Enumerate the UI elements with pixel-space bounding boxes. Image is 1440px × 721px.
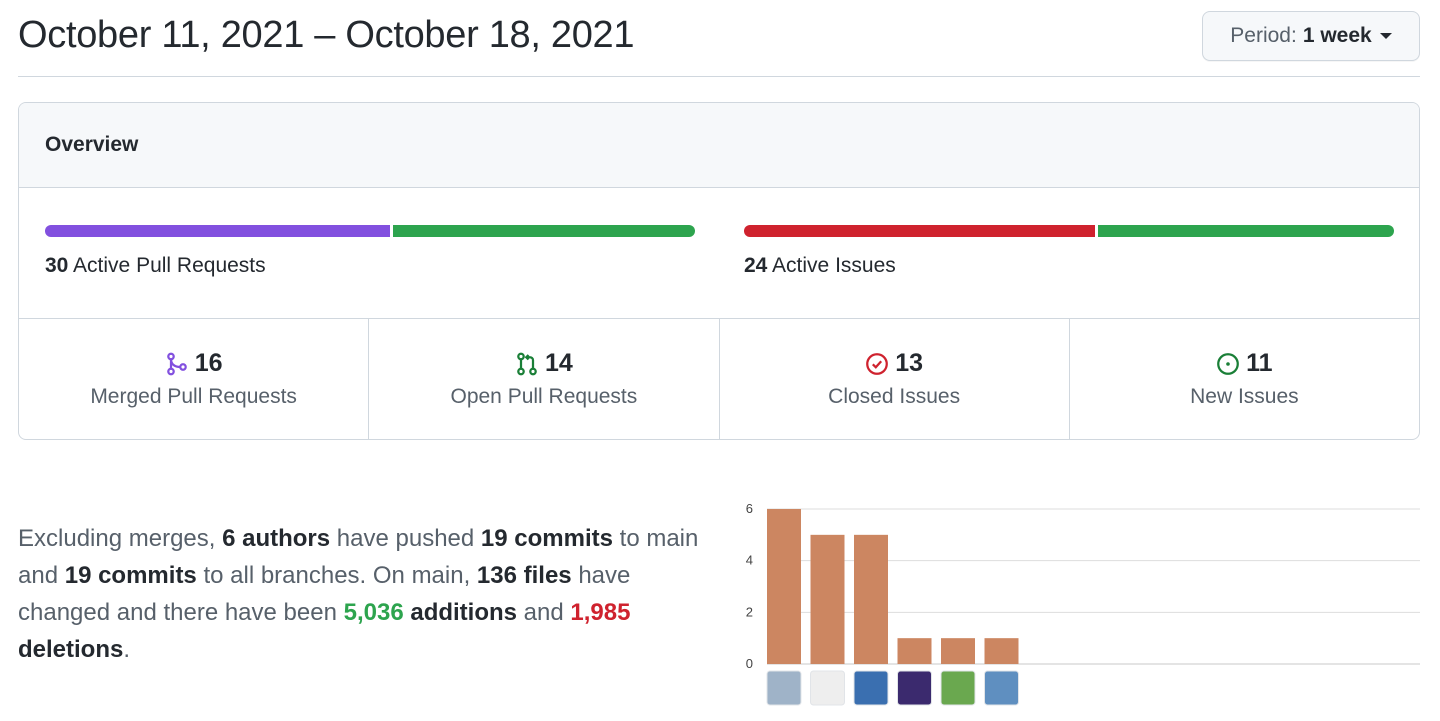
additions-summary[interactable]: 5,036 additions [344, 599, 517, 626]
deletions-word: deletions [18, 636, 124, 663]
author-avatar[interactable] [810, 670, 845, 706]
commit-bar[interactable] [984, 638, 1019, 664]
y-tick-label: 2 [746, 604, 753, 619]
deletions-summary[interactable]: 1,985 deletions [18, 599, 630, 663]
stat-open-pull-requests[interactable]: 14 Open Pull Requests [369, 319, 720, 439]
closed-issue-icon [866, 352, 889, 375]
open-pr-icon [517, 352, 537, 375]
overview-stats: 16 Merged Pull Requests 14 Open Pull Req… [19, 319, 1419, 439]
merged-pr-icon [166, 352, 187, 375]
new-issue-icon [1217, 352, 1240, 375]
active-pull-requests-caption: 30 Active Pull Requests [45, 254, 695, 278]
summary-text: Excluding merges, [18, 525, 223, 552]
closed-issues-segment [744, 225, 1095, 237]
commits-chart-svg: 0 2 4 6 [746, 501, 1420, 706]
merged-pull-requests-label: Merged Pull Requests [90, 385, 297, 408]
new-issues-label: New Issues [1190, 385, 1299, 408]
summary-text: to all branches. On main, [196, 562, 477, 589]
commit-bar[interactable] [897, 638, 932, 664]
period-label: Period: [1230, 24, 1297, 47]
stat-merged-pull-requests[interactable]: 16 Merged Pull Requests [19, 319, 370, 439]
page-title: October 11, 2021 – October 18, 2021 [18, 14, 635, 56]
new-issues-count: 11 [1246, 349, 1273, 377]
author-avatar[interactable] [940, 670, 976, 706]
overview-title: Overview [45, 133, 139, 156]
summary-text: have changed and there have been [18, 562, 631, 626]
active-issues-count: 24 [744, 254, 768, 277]
issues-progress-bar [744, 225, 1394, 237]
author-avatar[interactable] [853, 670, 889, 706]
summary-text: and [517, 599, 571, 626]
overview-panel: Overview 30 Active Pull Requests 24 Acti… [18, 102, 1420, 440]
closed-issues-label: Closed Issues [828, 385, 961, 408]
files-changed-link[interactable]: 136 files [476, 562, 572, 589]
active-issues-label: Active Issues [772, 254, 896, 277]
commits-main-link[interactable]: 19 commits [480, 525, 613, 552]
merged-pull-requests-count: 16 [194, 349, 223, 377]
overview-header: Overview [19, 103, 1419, 188]
overview-progress-section: 30 Active Pull Requests 24 Active Issues [19, 188, 1419, 319]
commits-all-link[interactable]: 19 commits [64, 562, 197, 589]
active-pull-requests-count: 30 [45, 254, 69, 277]
author-avatar[interactable] [766, 670, 802, 706]
caret-down-icon [1379, 33, 1392, 39]
commit-bar[interactable] [810, 534, 845, 664]
open-pull-requests-count: 14 [544, 349, 573, 377]
author-avatar[interactable] [984, 670, 1019, 706]
commits-by-author-chart: 0 2 4 6 [735, 495, 1425, 715]
summary-text: to main and [18, 525, 699, 589]
commit-bar[interactable] [941, 638, 975, 664]
new-issues-segment [1097, 225, 1394, 237]
commit-bar[interactable] [854, 534, 888, 664]
deletions-count: 1,985 [570, 599, 631, 626]
summary-text: have pushed [330, 525, 481, 552]
pull-requests-progress-bar [45, 225, 695, 237]
closed-issues-count: 13 [895, 349, 924, 377]
stat-closed-issues[interactable]: 13 Closed Issues [720, 319, 1070, 439]
active-pull-requests-label: Active Pull Requests [73, 254, 266, 277]
summary-text: . [123, 636, 131, 663]
additions-word: additions [403, 599, 518, 626]
y-tick-label: 4 [746, 553, 753, 568]
open-pull-requests-label: Open Pull Requests [450, 385, 638, 408]
authors-link[interactable]: 6 authors [222, 525, 331, 552]
commit-summary: Excluding merges, 6 authors have pushed … [18, 520, 718, 668]
active-pull-requests[interactable]: 30 Active Pull Requests [45, 225, 695, 278]
period-select-button[interactable]: Period: 1 week [1202, 11, 1420, 61]
author-avatar[interactable] [897, 670, 932, 706]
stat-new-issues[interactable]: 11 New Issues [1070, 319, 1419, 439]
commit-bar[interactable] [767, 509, 801, 664]
y-tick-label: 6 [746, 501, 753, 516]
merged-pr-segment [45, 225, 390, 237]
y-tick-label: 0 [746, 656, 753, 671]
open-pr-segment [392, 225, 695, 237]
page-header: October 11, 2021 – October 18, 2021 Peri… [18, 0, 1420, 77]
active-issues-caption: 24 Active Issues [744, 254, 1394, 278]
period-value: 1 week [1302, 24, 1372, 47]
active-issues[interactable]: 24 Active Issues [744, 225, 1394, 278]
additions-count: 5,036 [343, 599, 404, 626]
